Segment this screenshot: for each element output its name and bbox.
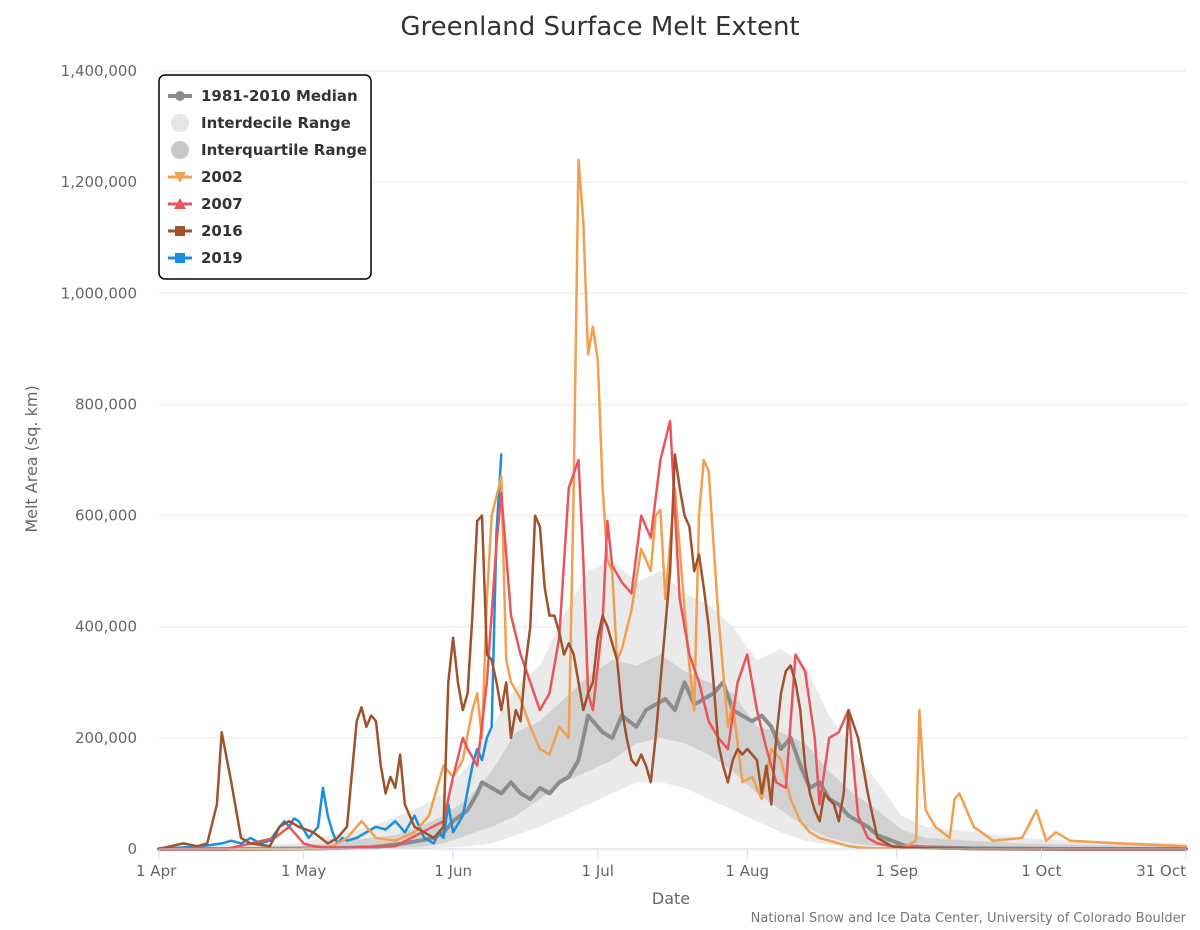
series-line-2016 (157, 453, 1188, 851)
legend-label-2016: 2016 (201, 222, 243, 240)
legend-label-2007: 2007 (201, 195, 243, 213)
y-tick-label: 600,000 (75, 507, 137, 525)
legend-marker-2016 (175, 226, 185, 236)
x-tick-label: 1 Sep (875, 862, 918, 880)
y-axis-title: Melt Area (sq. km) (22, 385, 41, 532)
legend-marker-2007 (174, 198, 186, 209)
series-line-2019 (157, 453, 503, 851)
legend-item-interdecile-range: Interdecile Range (171, 114, 351, 132)
x-tick-label: 31 Oct (1136, 862, 1186, 880)
x-tick-label: 1 Jul (582, 862, 614, 880)
y-axis: 0 200,000 400,000 600,000 800,000 1,000,000 1,… (61, 62, 137, 858)
data-series (157, 158, 1188, 851)
x-tick-label: 1 Oct (1021, 862, 1061, 880)
legend-label-interdecile-range: Interdecile Range (201, 114, 351, 132)
legend-label-2002: 2002 (201, 168, 243, 186)
x-tick-label: 1 Apr (136, 862, 177, 880)
y-tick-label: 200,000 (75, 729, 137, 747)
legend: 1981-2010 Median Interdecile Range Interqu… (158, 74, 372, 280)
legend-item-2019: 2019 (168, 249, 243, 267)
legend-marker-2019 (175, 253, 185, 263)
x-tick-label: 1 Aug (725, 862, 769, 880)
legend-item-2016: 2016 (168, 222, 243, 240)
y-tick-label: 1,000,000 (61, 284, 137, 302)
legend-marker-2002 (174, 172, 186, 183)
y-tick-label: 1,400,000 (61, 62, 137, 80)
x-tick-label: 1 May (281, 862, 326, 880)
y-tick-label: 1,200,000 (61, 173, 137, 191)
x-axis-title: Date (652, 889, 690, 908)
series-line-2007 (157, 419, 1188, 851)
x-axis: 1 Apr 1 May 1 Jun 1 Jul 1 Aug 1 Sep 1 Oct 31 Oc… (136, 848, 1187, 880)
y-tick-label: 0 (127, 840, 137, 858)
legend-box (158, 74, 372, 280)
legend-label-1981-2010-median: 1981-2010 Median (201, 87, 358, 105)
legend-item-2002: 2002 (168, 168, 243, 186)
y-tick-label: 800,000 (75, 395, 137, 413)
chart-credit: National Snow and Ice Data Center, Unive… (751, 911, 1187, 926)
interquartile-range-band (159, 654, 1186, 849)
legend-label-2019: 2019 (201, 249, 243, 267)
legend-label-interquartile-range: Interquartile Range (201, 141, 367, 159)
x-tick-label: 1 Jun (434, 862, 472, 880)
legend-item-interquartile-range: Interquartile Range (171, 141, 367, 159)
y-tick-label: 400,000 (75, 618, 137, 636)
legend-item-1981-2010-median: 1981-2010 Median (168, 87, 358, 105)
legend-items: 1981-2010 Median Interdecile Range Interqu… (168, 87, 367, 267)
legend-marker-interdecile-range (171, 114, 189, 132)
legend-marker-interquartile-range (171, 141, 189, 159)
legend-item-2007: 2007 (168, 195, 243, 213)
legend-marker-1981-2010-median (175, 91, 185, 101)
chart-title: Greenland Surface Melt Extent (400, 12, 799, 42)
